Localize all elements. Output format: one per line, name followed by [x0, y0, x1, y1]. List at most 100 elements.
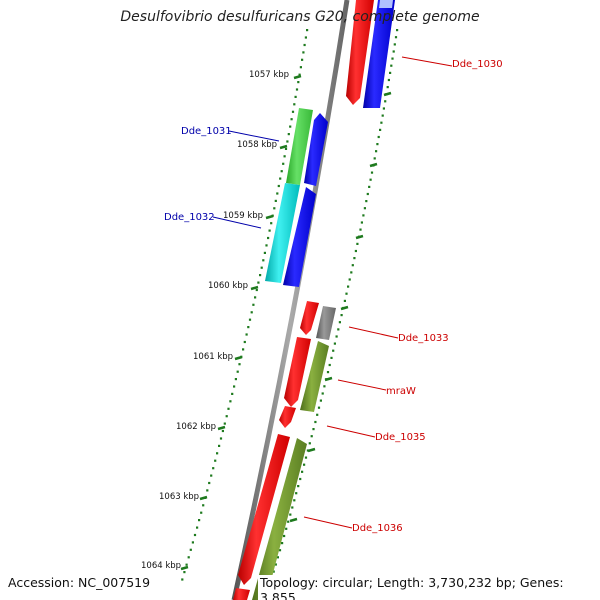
minor-tick [304, 36, 307, 39]
gene-dde-1033-bar-2[interactable] [316, 306, 336, 340]
scale-tick-label: 1062 kbp [176, 422, 216, 432]
minor-tick [381, 114, 384, 117]
minor-tick [287, 520, 290, 523]
scale-tick-label: 1057 kbp [249, 70, 289, 80]
minor-tick [181, 578, 184, 581]
gene-dde-1031-bar-2[interactable] [304, 113, 328, 186]
minor-tick [252, 303, 255, 306]
gene-dde-1032-bar-2[interactable] [283, 187, 316, 287]
gene-label-dde-1031[interactable]: Dde_1031 [181, 126, 232, 137]
minor-tick [272, 570, 275, 573]
minor-tick [373, 157, 376, 160]
minor-tick [293, 103, 296, 106]
minor-tick [293, 499, 296, 502]
minor-tick [200, 511, 203, 514]
gene-label-dde-1032[interactable]: Dde_1032 [164, 212, 215, 223]
gene-dde-1031-bar[interactable] [286, 108, 313, 185]
minor-tick [243, 340, 246, 344]
minor-tick [380, 121, 383, 124]
minor-tick [270, 222, 273, 225]
minor-tick [365, 200, 368, 203]
gene-dde-1032-bar[interactable] [265, 183, 300, 283]
minor-tick [283, 155, 286, 158]
minor-tick [291, 506, 294, 509]
minor-tick [350, 271, 353, 274]
minor-tick [248, 318, 252, 321]
genome-backbone [231, 0, 350, 600]
gene-features [233, 0, 395, 600]
minor-tick [377, 135, 380, 139]
minor-tick [294, 95, 297, 98]
minor-tick [277, 184, 280, 188]
minor-tick [345, 292, 348, 295]
minor-tick [392, 50, 395, 53]
gene-mraw-bar-2[interactable] [300, 341, 329, 412]
gene-label-dde-1035[interactable]: Dde_1035 [375, 432, 426, 443]
minor-tick [386, 86, 389, 89]
minor-tick [283, 534, 286, 538]
minor-tick [257, 281, 260, 284]
minor-tick [340, 314, 343, 317]
gene-dde-1036-bar-2[interactable] [252, 438, 307, 600]
gene-label-dde-1033[interactable]: Dde_1033 [398, 333, 449, 344]
gene-mraw-bar[interactable] [284, 337, 311, 407]
gene-dde-1030-bar-2[interactable] [363, 0, 395, 108]
outer-major-ticks [289, 91, 392, 523]
gene-dde-1036-bar[interactable] [238, 434, 290, 585]
gene-dde-1035-bar[interactable] [279, 406, 296, 428]
minor-tick [281, 542, 284, 545]
minor-tick [330, 356, 333, 359]
minor-tick [193, 533, 197, 537]
minor-tick [376, 143, 379, 146]
gene-label-mraw[interactable]: mraW [386, 386, 416, 397]
minor-tick [259, 274, 262, 277]
minor-tick [297, 81, 300, 84]
minor-tick [236, 370, 239, 373]
minor-tick [295, 88, 299, 91]
minor-tick [387, 78, 390, 82]
gene-bottom-red[interactable] [233, 588, 250, 600]
scale-tick-label: 1058 kbp [237, 140, 277, 150]
minor-tick [227, 407, 230, 410]
minor-tick [216, 452, 219, 455]
minor-tick [273, 207, 276, 210]
minor-tick [301, 470, 304, 473]
minor-tick [274, 563, 277, 566]
minor-tick [238, 363, 241, 366]
accession-info: Accession: NC_007519 [8, 575, 151, 590]
minor-tick [297, 485, 300, 488]
minor-tick [274, 199, 277, 202]
minor-tick [183, 571, 186, 574]
minor-tick [393, 43, 396, 46]
minor-tick [263, 251, 266, 254]
minor-tick [390, 64, 393, 67]
minor-tick [353, 257, 356, 260]
gene-label-dde-1036[interactable]: Dde_1036 [352, 523, 403, 534]
minor-tick [363, 207, 366, 210]
minor-tick [198, 519, 201, 522]
minor-tick [326, 371, 330, 374]
minor-tick [284, 147, 288, 150]
minor-tick [379, 128, 382, 131]
minor-tick [289, 513, 292, 516]
minor-tick [260, 266, 263, 269]
minor-tick [317, 406, 321, 409]
minor-tick [384, 100, 387, 103]
minor-tick [394, 36, 398, 39]
minor-tick [214, 459, 217, 462]
minor-tick [187, 556, 190, 559]
minor-tick [254, 296, 257, 299]
minor-tick [362, 214, 365, 217]
minor-tick [323, 385, 326, 388]
minor-tick [335, 335, 338, 338]
gene-label-dde-1030[interactable]: Dde_1030 [452, 59, 503, 70]
minor-tick [375, 150, 378, 153]
minor-tick [231, 392, 234, 395]
gene-dde-1033-bar[interactable] [300, 301, 319, 335]
minor-tick [206, 489, 209, 492]
scale-tick-label: 1059 kbp [223, 211, 263, 221]
minor-tick [321, 392, 324, 395]
gene-dde-1030-bar[interactable] [346, 0, 374, 105]
minor-tick [208, 481, 211, 485]
